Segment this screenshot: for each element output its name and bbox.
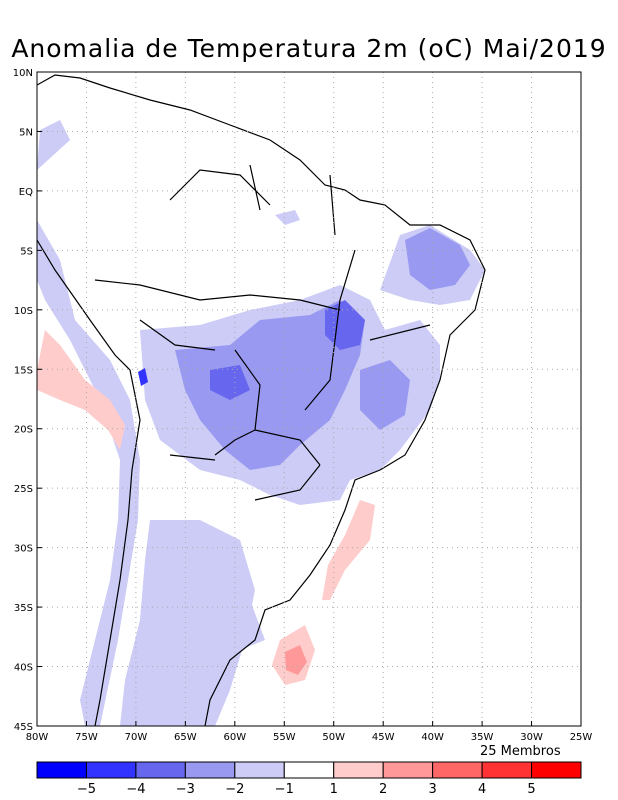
- colorbar-swatch: [333, 761, 384, 779]
- anomaly-area-amazon: [275, 210, 300, 225]
- anomaly-area-north: [37, 120, 70, 170]
- lon-tick-label: 55W: [273, 732, 296, 743]
- anomaly-area-central-strong: [175, 300, 365, 470]
- map-title: Anomalia de Temperatura 2m (oC) Mai/2019: [11, 34, 607, 63]
- anomaly-area-pacific-warm: [37, 330, 125, 450]
- anomaly-area-atlantic-warm: [322, 500, 375, 600]
- map-frame: [36, 71, 582, 727]
- colorbar-swatch: [432, 761, 483, 779]
- lat-tick-label: 10S: [14, 306, 33, 317]
- lat-tick-label: 5N: [19, 127, 33, 138]
- lat-tick-label: 30S: [14, 544, 33, 555]
- colorbar-label: −1: [275, 782, 294, 797]
- colorbar-label: 2: [379, 782, 387, 797]
- lat-tick-label: 20S: [14, 425, 33, 436]
- colorbar: [36, 761, 582, 779]
- colorbar-swatch: [36, 761, 87, 779]
- colorbar-swatch: [234, 761, 285, 779]
- anomaly-area-west-coast: [37, 220, 140, 726]
- lat-tick-label: 10N: [13, 68, 33, 79]
- south-america-coastline: [37, 74, 486, 726]
- anomaly-area-lake: [138, 368, 148, 386]
- coastlines: [37, 74, 486, 726]
- lon-tick-label: 75W: [75, 732, 98, 743]
- anomaly-area-south-cone: [120, 520, 255, 726]
- lon-tick-label: 30W: [520, 732, 543, 743]
- lon-tick-label: 35W: [471, 732, 494, 743]
- colorbar-swatch: [85, 761, 137, 779]
- lat-tick-label: 15S: [14, 365, 33, 376]
- colorbar-label: −5: [77, 782, 96, 797]
- lon-tick-label: 25W: [570, 732, 593, 743]
- latitude-labels: 10N 5N EQ 5S 10S 15S 20S 25S 30S 35S 40S 45S: [13, 68, 42, 733]
- lat-tick-label: 45S: [14, 722, 33, 733]
- lon-tick-label: 65W: [174, 732, 197, 743]
- colorbar-labels: −5 −4 −3 −2 −1 1 2 3 4 5: [77, 782, 536, 797]
- colorbar-swatch: [531, 761, 582, 779]
- colorbar-label: −3: [176, 782, 195, 797]
- colorbar-label: 4: [478, 782, 486, 797]
- lat-tick-label: 35S: [14, 603, 33, 614]
- colorbar-label: 5: [527, 782, 535, 797]
- colorbar-swatch: [481, 761, 533, 779]
- lat-tick-label: 5S: [20, 246, 33, 257]
- lon-tick-label: 50W: [322, 732, 345, 743]
- lat-tick-label: 25S: [14, 484, 33, 495]
- colorbar-swatch: [135, 761, 186, 779]
- political-borders: [94, 164, 431, 501]
- anomaly-area-east: [360, 360, 410, 430]
- colorbar-label: 1: [330, 782, 338, 797]
- colorbar-swatch: [283, 761, 335, 779]
- lat-tick-label: 40S: [14, 663, 33, 674]
- lon-tick-label: 70W: [125, 732, 148, 743]
- anomaly-area-core-south: [210, 365, 250, 400]
- longitude-labels: 80W 75W 70W 65W 60W 55W 50W 45W 40W 35W 30W 25W: [26, 721, 593, 743]
- anomaly-shading: [37, 120, 485, 726]
- lon-tick-label: 45W: [372, 732, 395, 743]
- lon-tick-label: 40W: [421, 732, 444, 743]
- anomaly-area-northeast-strong: [405, 228, 470, 290]
- anomaly-area-south-extra: [210, 600, 265, 650]
- colorbar-label: −4: [126, 782, 145, 797]
- colorbar-swatch: [184, 761, 236, 779]
- members-label: 25 Membros: [480, 744, 561, 759]
- anomaly-area-south-atlantic-hot: [285, 645, 307, 675]
- lon-tick-label: 80W: [26, 732, 49, 743]
- colorbar-label: 3: [428, 782, 436, 797]
- lat-tick-label: EQ: [19, 187, 33, 198]
- lat-lon-grid: [37, 72, 581, 726]
- lon-tick-label: 60W: [224, 732, 247, 743]
- colorbar-swatch: [382, 761, 434, 779]
- colorbar-label: −2: [225, 782, 244, 797]
